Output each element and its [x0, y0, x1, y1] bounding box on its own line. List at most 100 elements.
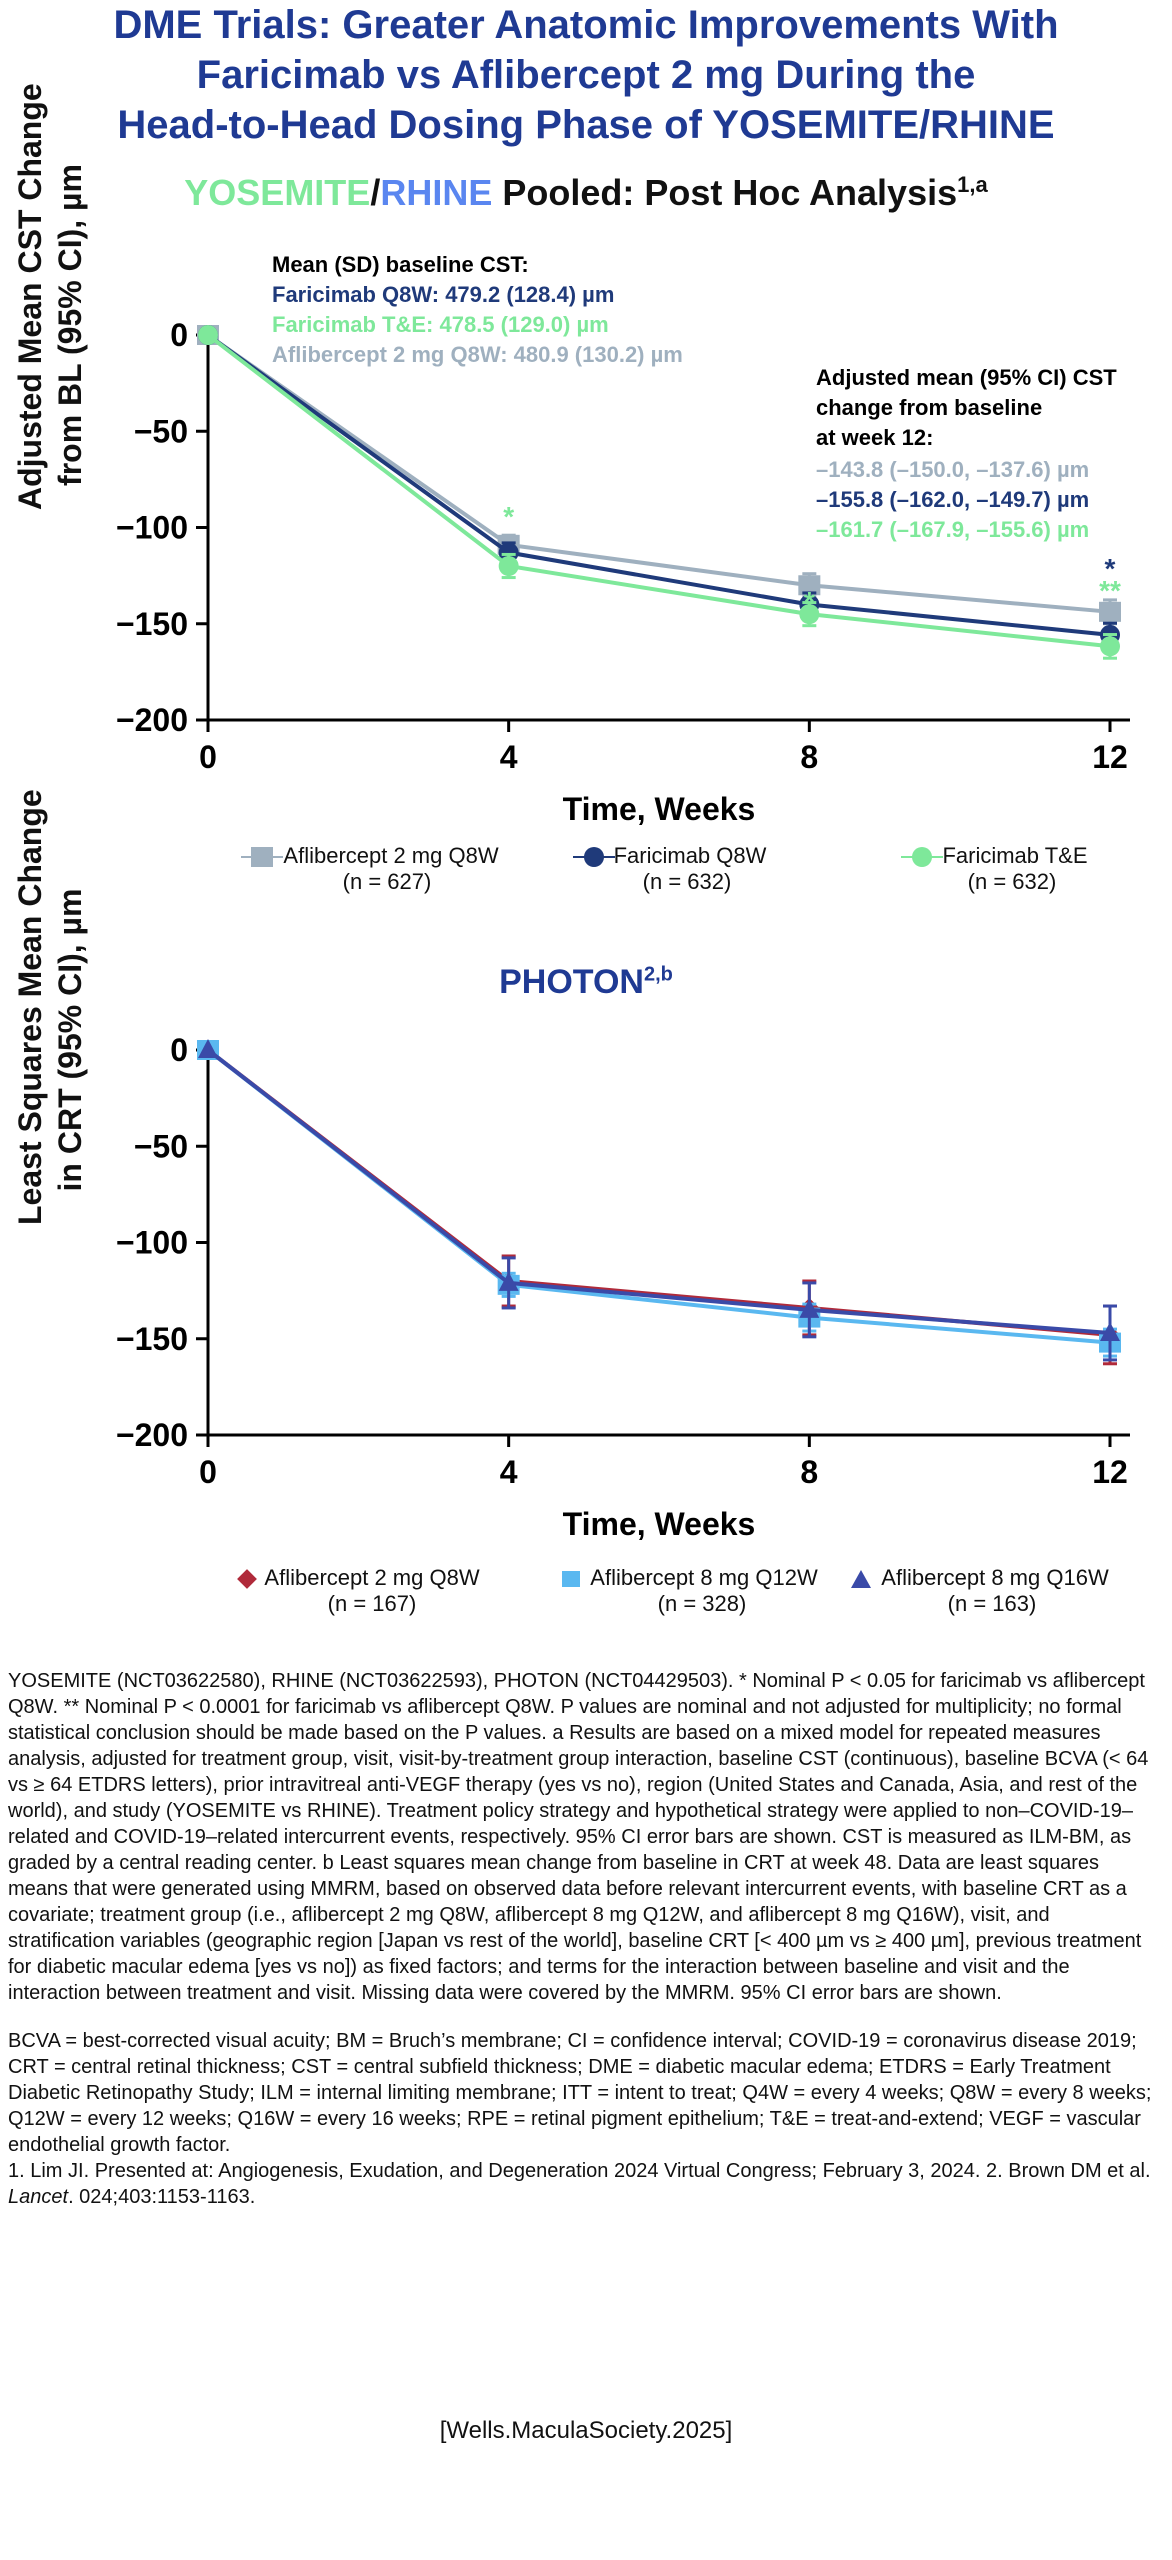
legend-n: (n = 328) [657, 1591, 747, 1616]
week12-box-line: –155.8 (–162.0, –149.7) µm [816, 487, 1089, 512]
chart2-data-point [197, 1040, 219, 1060]
legend-diamond-marker [237, 1569, 258, 1590]
chart1-xlabel: Time, Weeks [563, 791, 756, 827]
baseline-box-line: Faricimab T&E: 478.5 (129.0) µm [272, 312, 609, 337]
legend-label: Faricimab T&E [942, 843, 1088, 868]
chart1-data-point [498, 556, 519, 576]
chart2-data-point [1100, 1321, 1120, 1341]
chart2-data-point [799, 1298, 820, 1318]
significance-marker: * [503, 501, 514, 532]
legend-n: (n = 627) [342, 869, 432, 894]
chart2-ylabel-line2: in CRT (95% CI), µm [52, 888, 88, 1192]
legend-circle-marker [901, 847, 944, 868]
chart2-ylabel-line1: Least Squares Mean Change [12, 789, 48, 1225]
legend-label: Aflibercept 8 mg Q12W [590, 1565, 818, 1590]
chart1-data-point [1100, 636, 1120, 657]
chart2-series-line [206, 1048, 1111, 1345]
significance-marker: ** [1099, 575, 1121, 606]
legend-label: Aflibercept 2 mg Q8W [264, 1565, 480, 1590]
citation: [Wells.MaculaSociety.2025] [439, 2417, 733, 2444]
subtitle-yosemite: YOSEMITE [184, 172, 371, 213]
chart2-x-tick-label: 8 [800, 1454, 818, 1490]
legend-square-marker [562, 1571, 581, 1588]
chart1-y-tick-label: 0 [170, 317, 188, 353]
chart2-y-tick-label: −200 [116, 1417, 188, 1453]
subtitle-rhine: RHINE [380, 172, 493, 213]
footnote-paragraph-1: YOSEMITE (NCT03622580), RHINE (NCT036225… [8, 1670, 1149, 2004]
legend-n: (n = 163) [947, 1591, 1037, 1616]
page-title: DME Trials: Greater Anatomic Improvement… [0, 0, 1172, 150]
ref-journal: Lancet [8, 2186, 69, 2208]
chart2-data-point [498, 1271, 519, 1291]
chart1-y-tick-label: −200 [116, 702, 188, 738]
subtitle-rest: Pooled: Post Hoc Analysis [492, 172, 958, 213]
legend-label: Faricimab Q8W [613, 843, 767, 868]
chart2-y-tick-label: −50 [134, 1128, 188, 1164]
chart2-data-point [497, 1274, 520, 1295]
ref-part2: . 024;403:1153-1163. [68, 2186, 256, 2208]
chart1-data-point [798, 575, 821, 596]
legend-square-marker [241, 847, 284, 868]
chart1-subtitle: YOSEMITE/RHINE Pooled: Post Hoc Analysis… [0, 172, 1172, 214]
chart2-title-sup: 2,b [643, 963, 673, 986]
chart2-data-point [1100, 1324, 1120, 1345]
significance-marker: * [804, 586, 815, 617]
chart2-title-text: PHOTON [499, 963, 644, 1001]
chart2-series-line [206, 1048, 1111, 1335]
legend-item-faricimab-te: Faricimab T&E (n = 632) [870, 843, 1130, 895]
baseline-box-heading: Mean (SD) baseline CST: [272, 252, 529, 277]
chart1-data-point [799, 604, 820, 625]
chart2-xlabel: Time, Weeks [563, 1506, 756, 1542]
legend-triangle-marker [851, 1570, 872, 1589]
legend-item-aflibercept-2mg: Aflibercept 2 mg Q8W (n = 627) [225, 843, 525, 895]
chart2-x-tick-label: 0 [199, 1454, 217, 1490]
chart1-series-line [206, 333, 1111, 614]
footnotes: YOSEMITE (NCT03622580), RHINE (NCT036225… [8, 1668, 1158, 2232]
subtitle-slash: / [370, 172, 381, 213]
legend-n: (n = 167) [327, 1591, 417, 1616]
baseline-box-line: Faricimab Q8W: 479.2 (128.4) µm [272, 282, 614, 307]
chart1-data-point [1099, 601, 1121, 622]
chart1-y-tick-label: −100 [116, 510, 188, 546]
legend-n: (n = 632) [967, 869, 1057, 894]
chart2-ylabel: Least Squares Mean Change in CRT (95% CI… [10, 789, 90, 1225]
footnote-references: 1. Lim JI. Presented at: Angiogenesis, E… [8, 2158, 1158, 2210]
significance-marker: * [1105, 553, 1116, 584]
chart2-data-point [1099, 1332, 1121, 1353]
chart2-data-point [198, 1039, 218, 1058]
chart2-title: PHOTON2,b [0, 963, 1172, 1002]
chart2-y-tick-label: −150 [116, 1321, 188, 1357]
week12-box-heading: Adjusted mean (95% CI) CST [816, 365, 1117, 390]
title-line-1: DME Trials: Greater Anatomic Improvement… [113, 3, 1059, 47]
chart2-data-point [799, 1297, 820, 1318]
chart1-x-tick-label: 0 [199, 739, 217, 775]
chart2-y-tick-label: −100 [116, 1225, 188, 1261]
chart1-x-tick-label: 4 [500, 739, 518, 775]
chart2-x-tick-label: 12 [1092, 1454, 1128, 1490]
legend-item-aflibercept-8mg-q16w: Aflibercept 8 mg Q16W (n = 163) [830, 1565, 1130, 1617]
chart1-data-point [198, 325, 218, 345]
chart2-y-tick-label: 0 [170, 1032, 188, 1068]
week12-box-line: –143.8 (–150.0, –137.6) µm [816, 457, 1089, 482]
title-line-2: Faricimab vs Aflibercept 2 mg During the [196, 53, 976, 97]
chart1-y-tick-label: −50 [134, 413, 188, 449]
footnote-abbreviations: BCVA = best-corrected visual acuity; BM … [8, 2030, 1152, 2156]
legend-n: (n = 632) [642, 869, 732, 894]
subtitle-sup: 1,a [957, 172, 988, 197]
week12-box-heading: change from baseline [816, 395, 1042, 420]
baseline-box-line: Aflibercept 2 mg Q8W: 480.9 (130.2) µm [272, 342, 683, 367]
chart1-series-line [206, 333, 1111, 637]
chart2-series-line [206, 1048, 1111, 1337]
chart1-series-line [206, 333, 1111, 649]
chart2-data-point [198, 1040, 218, 1060]
chart1-x-tick-label: 8 [800, 739, 818, 775]
week12-box-line: –161.7 (–167.9, –155.6) µm [816, 517, 1089, 542]
title-line-3: Head-to-Head Dosing Phase of YOSEMITE/RH… [117, 103, 1055, 147]
chart1-x-tick-label: 12 [1092, 739, 1128, 775]
chart1-y-tick-label: −150 [116, 606, 188, 642]
legend-item-aflibercept-2mg-photon: Aflibercept 2 mg Q8W (n = 167) [225, 1565, 495, 1617]
chart2-data-point [798, 1307, 821, 1328]
legend-item-aflibercept-8mg-q12w: Aflibercept 8 mg Q12W (n = 328) [540, 1565, 840, 1617]
week12-box-heading: at week 12: [816, 425, 933, 450]
